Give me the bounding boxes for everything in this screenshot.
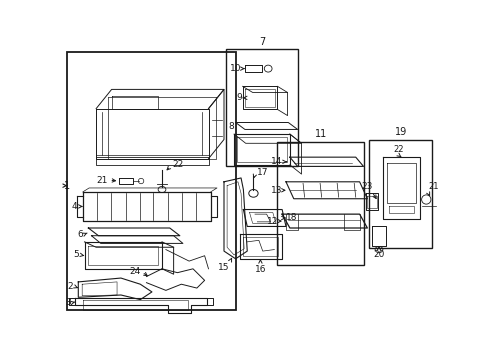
Text: 7: 7	[260, 37, 266, 47]
Text: 9: 9	[236, 93, 242, 102]
Text: 24: 24	[129, 267, 140, 276]
Text: 8: 8	[228, 122, 234, 131]
Text: 2: 2	[67, 282, 73, 291]
Text: 1: 1	[64, 181, 70, 191]
Text: 10: 10	[230, 64, 242, 73]
Text: 3: 3	[65, 298, 71, 307]
Text: 6: 6	[77, 230, 83, 239]
Text: 14: 14	[271, 157, 282, 166]
Text: 11: 11	[315, 129, 327, 139]
Text: 16: 16	[255, 265, 267, 274]
Text: 5: 5	[74, 251, 79, 260]
Bar	[369, 140, 433, 248]
Text: 15: 15	[218, 263, 230, 272]
Text: 12: 12	[267, 217, 278, 226]
Text: 22: 22	[393, 145, 404, 154]
Text: 21: 21	[429, 182, 439, 191]
Bar	[226, 49, 298, 166]
Text: 17: 17	[257, 168, 268, 177]
Text: 18: 18	[286, 213, 297, 222]
Text: 21: 21	[97, 176, 108, 185]
Text: 20: 20	[373, 249, 385, 258]
Text: 19: 19	[394, 127, 407, 137]
Bar	[277, 142, 364, 265]
Text: 13: 13	[270, 186, 282, 195]
Text: 4: 4	[71, 202, 77, 211]
Text: 23: 23	[362, 182, 373, 191]
Bar	[68, 53, 236, 310]
Text: 22: 22	[172, 160, 183, 169]
